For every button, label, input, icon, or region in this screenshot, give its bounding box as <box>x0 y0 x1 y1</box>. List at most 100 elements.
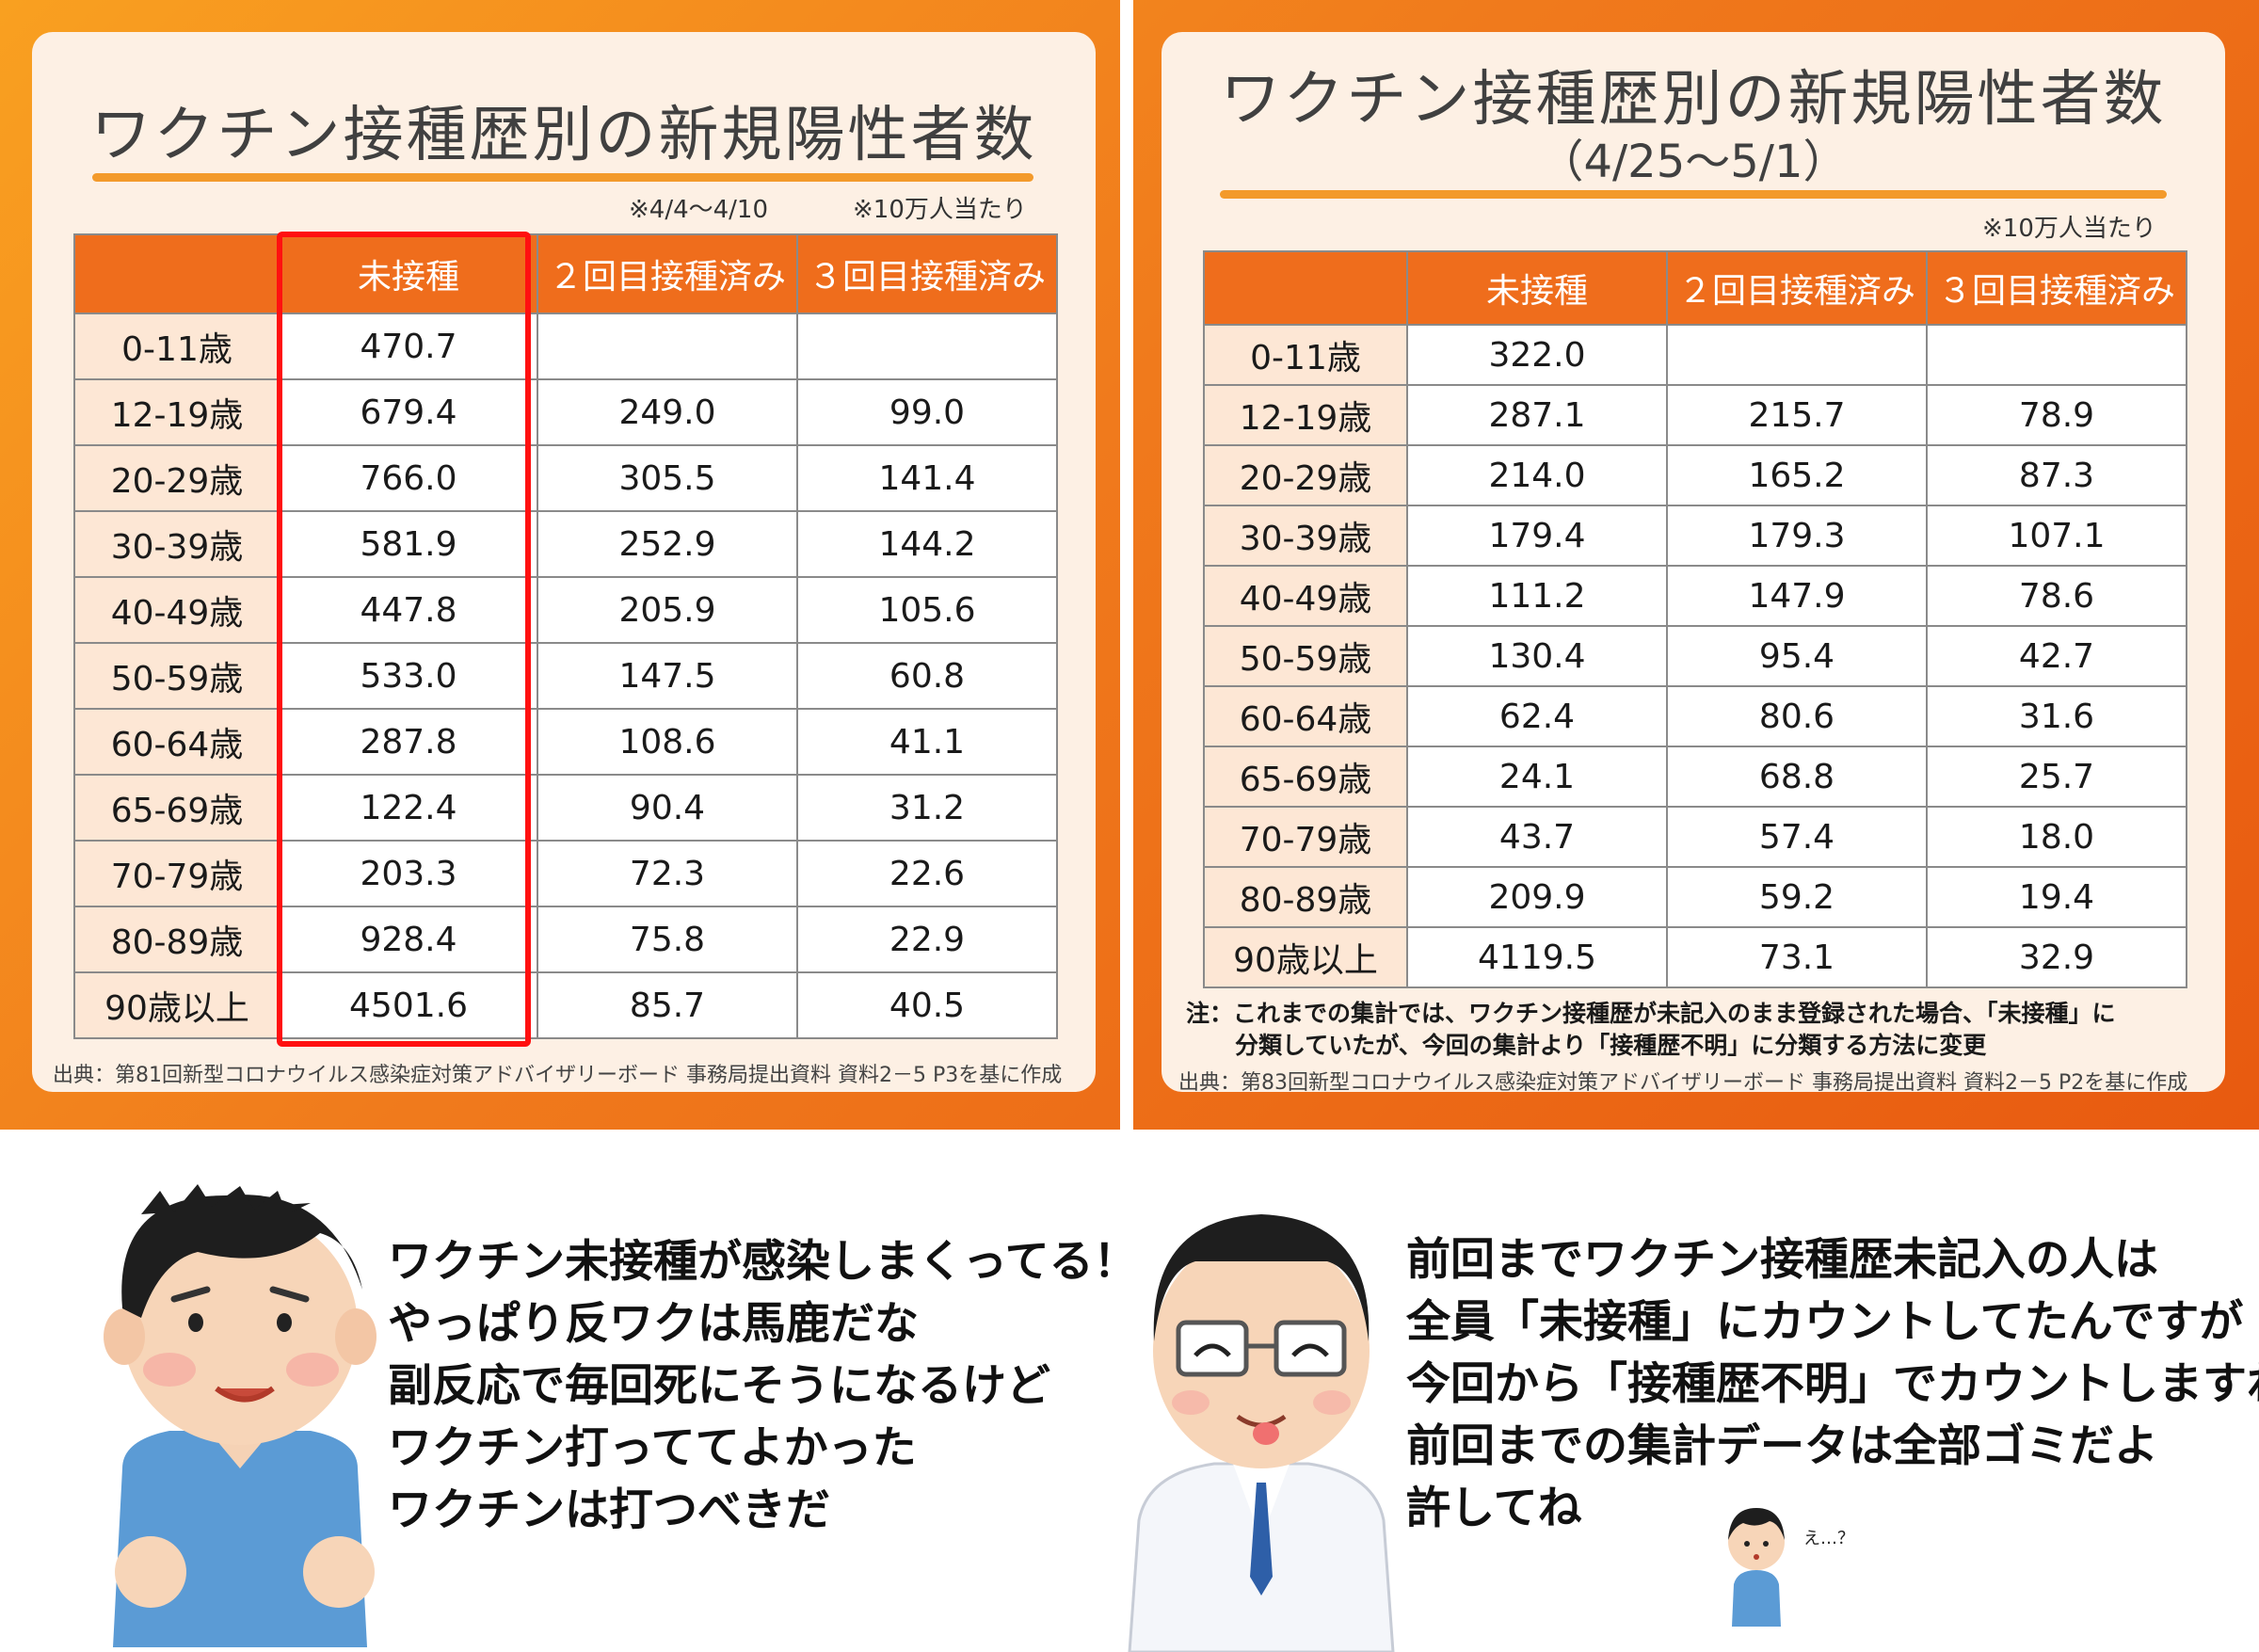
age-group-cell: 65-69歳 <box>73 774 280 842</box>
dose3-cell: 60.8 <box>796 642 1058 710</box>
column-header: ３回目接種済み <box>796 233 1058 314</box>
right-title-underline <box>1220 190 2167 199</box>
table-row: 50-59歳 533.0 147.5 60.8 <box>73 642 1058 710</box>
dose3-cell: 87.3 <box>1926 444 2187 506</box>
age-group-cell: 80-89歳 <box>1203 866 1408 928</box>
unvaccinated-cell: 203.3 <box>279 840 538 907</box>
speech-line: 全員「未接種」にカウントしてたんですが <box>1406 1296 2244 1348</box>
right-unit-note: ※10万人当たり <box>1982 215 2156 243</box>
dose3-cell: 78.9 <box>1926 384 2187 446</box>
table-row: 12-19歳 679.4 249.0 99.0 <box>73 378 1058 446</box>
table-row: 40-49歳 111.2 147.9 78.6 <box>1203 565 2187 627</box>
table-row: 70-79歳 43.7 57.4 18.0 <box>1203 806 2187 868</box>
dose3-cell: 42.7 <box>1926 625 2187 687</box>
right-footnote-line1: 注：これまでの集計では、ワクチン接種歴が未記入のまま登録された場合、「未接種」に <box>1186 1000 2116 1027</box>
right-subtitle: （4/25～5/1） <box>1538 136 1849 188</box>
unvaccinated-cell: 928.4 <box>279 906 538 973</box>
unvaccinated-cell: 179.4 <box>1406 505 1668 567</box>
dose3-cell <box>796 313 1058 380</box>
left-table-panel: ワクチン接種歴別の新規陽性者数 ※4/4～4/10 ※10万人当たり 未接種 ２回… <box>32 32 1096 1092</box>
unvaccinated-cell: 130.4 <box>1406 625 1668 687</box>
age-group-cell: 70-79歳 <box>73 840 280 907</box>
unvaccinated-highlight-box <box>277 232 531 1047</box>
speech-line: 許してね <box>1406 1483 1582 1534</box>
unvaccinated-cell: 533.0 <box>279 642 538 710</box>
age-group-cell: 30-39歳 <box>1203 505 1408 567</box>
age-group-cell: 50-59歳 <box>73 642 280 710</box>
dose2-cell: 59.2 <box>1666 866 1928 928</box>
table-row: 65-69歳 24.1 68.8 25.7 <box>1203 746 2187 808</box>
dose2-cell: 147.5 <box>537 642 798 710</box>
age-group-cell: 50-59歳 <box>1203 625 1408 687</box>
doctor-speech: 前回までワクチン接種歴未記入の人は 全員「未接種」にカウントしてたんですが 今回から… <box>1406 1229 2259 1540</box>
unvaccinated-cell: 287.1 <box>1406 384 1668 446</box>
table-row: 0-11歳 470.7 <box>73 313 1058 380</box>
table-row: 20-29歳 766.0 305.5 141.4 <box>73 444 1058 512</box>
table-row: 40-49歳 447.8 205.9 105.6 <box>73 576 1058 644</box>
left-period-note: ※4/4～4/10 <box>629 196 769 224</box>
table-row: 65-69歳 122.4 90.4 31.2 <box>73 774 1058 842</box>
column-header: ２回目接種済み <box>537 233 798 314</box>
dose3-cell: 144.2 <box>796 510 1058 578</box>
dose3-cell: 18.0 <box>1926 806 2187 868</box>
dose2-cell: 165.2 <box>1666 444 1928 506</box>
dose3-cell: 32.9 <box>1926 926 2187 988</box>
unvaccinated-cell: 470.7 <box>279 313 538 380</box>
table-row: 80-89歳 928.4 75.8 22.9 <box>73 906 1058 973</box>
column-header: 未接種 <box>279 233 538 314</box>
right-table-panel: ワクチン接種歴別の新規陽性者数 （4/25～5/1） ※10万人当たり 未接種 ２… <box>1162 32 2225 1095</box>
table-row: 20-29歳 214.0 165.2 87.3 <box>1203 444 2187 506</box>
dose2-cell: 80.6 <box>1666 685 1928 747</box>
dose2-cell: 305.5 <box>537 444 798 512</box>
unvaccinated-cell: 122.4 <box>279 774 538 842</box>
unvaccinated-cell: 4501.6 <box>279 971 538 1039</box>
dose3-cell: 40.5 <box>796 971 1058 1039</box>
dose2-cell <box>1666 324 1928 386</box>
speech-line: やっぱり反ワクは馬鹿だな <box>388 1298 919 1350</box>
panel-divider <box>1120 0 1133 1130</box>
age-group-cell: 0-11歳 <box>1203 324 1408 386</box>
column-header: 未接種 <box>1406 250 1668 326</box>
unvaccinated-cell: 581.9 <box>279 510 538 578</box>
young-man-speech: ワクチン未接種が感染しまくってる！ やっぱり反ワクは馬鹿だな 副反応で毎回死にそうに… <box>388 1231 1138 1542</box>
dose3-cell: 99.0 <box>796 378 1058 446</box>
small-boy-speech: え…？ <box>1803 1529 1854 1548</box>
age-group-cell: 80-89歳 <box>73 906 280 973</box>
left-unit-note: ※10万人当たり <box>853 196 1027 224</box>
dose2-cell: 249.0 <box>537 378 798 446</box>
speech-line: 前回までワクチン接種歴未記入の人は <box>1406 1234 2158 1286</box>
age-group-cell: 12-19歳 <box>1203 384 1408 446</box>
dose3-cell: 78.6 <box>1926 565 2187 627</box>
age-group-cell: 20-29歳 <box>73 444 280 512</box>
age-group-cell: 0-11歳 <box>73 313 280 380</box>
left-source: 出典：第81回新型コロナウイルス感染症対策アドバイザリーボード 事務局提出資料 … <box>53 1064 1063 1087</box>
dose2-cell: 215.7 <box>1666 384 1928 446</box>
unvaccinated-cell: 447.8 <box>279 576 538 644</box>
left-title: ワクチン接種歴別の新規陽性者数 <box>90 101 1037 170</box>
right-title: ワクチン接種歴別の新規陽性者数 <box>1220 65 2167 135</box>
dose3-cell: 107.1 <box>1926 505 2187 567</box>
unvaccinated-cell: 111.2 <box>1406 565 1668 627</box>
left-data-table: 未接種 ２回目接種済み ３回目接種済み 0-11歳 470.7 12-19歳 679.4 2… <box>73 233 1058 1039</box>
column-header: ２回目接種済み <box>1666 250 1928 326</box>
dose2-cell: 95.4 <box>1666 625 1928 687</box>
age-group-cell: 40-49歳 <box>73 576 280 644</box>
table-row: 12-19歳 287.1 215.7 78.9 <box>1203 384 2187 446</box>
age-group-cell: 30-39歳 <box>73 510 280 578</box>
table-row: 50-59歳 130.4 95.4 42.7 <box>1203 625 2187 687</box>
dose2-cell: 72.3 <box>537 840 798 907</box>
unvaccinated-cell: 214.0 <box>1406 444 1668 506</box>
dose2-cell: 90.4 <box>537 774 798 842</box>
dose2-cell: 85.7 <box>537 971 798 1039</box>
dose2-cell: 205.9 <box>537 576 798 644</box>
age-group-cell: 90歳以上 <box>73 971 280 1039</box>
dose2-cell <box>537 313 798 380</box>
unvaccinated-cell: 322.0 <box>1406 324 1668 386</box>
unvaccinated-cell: 209.9 <box>1406 866 1668 928</box>
dose2-cell: 252.9 <box>537 510 798 578</box>
unvaccinated-cell: 766.0 <box>279 444 538 512</box>
dose2-cell: 179.3 <box>1666 505 1928 567</box>
age-group-cell: 60-64歳 <box>73 708 280 776</box>
dose3-cell <box>1926 324 2187 386</box>
small-boy-character <box>1728 1508 1785 1627</box>
